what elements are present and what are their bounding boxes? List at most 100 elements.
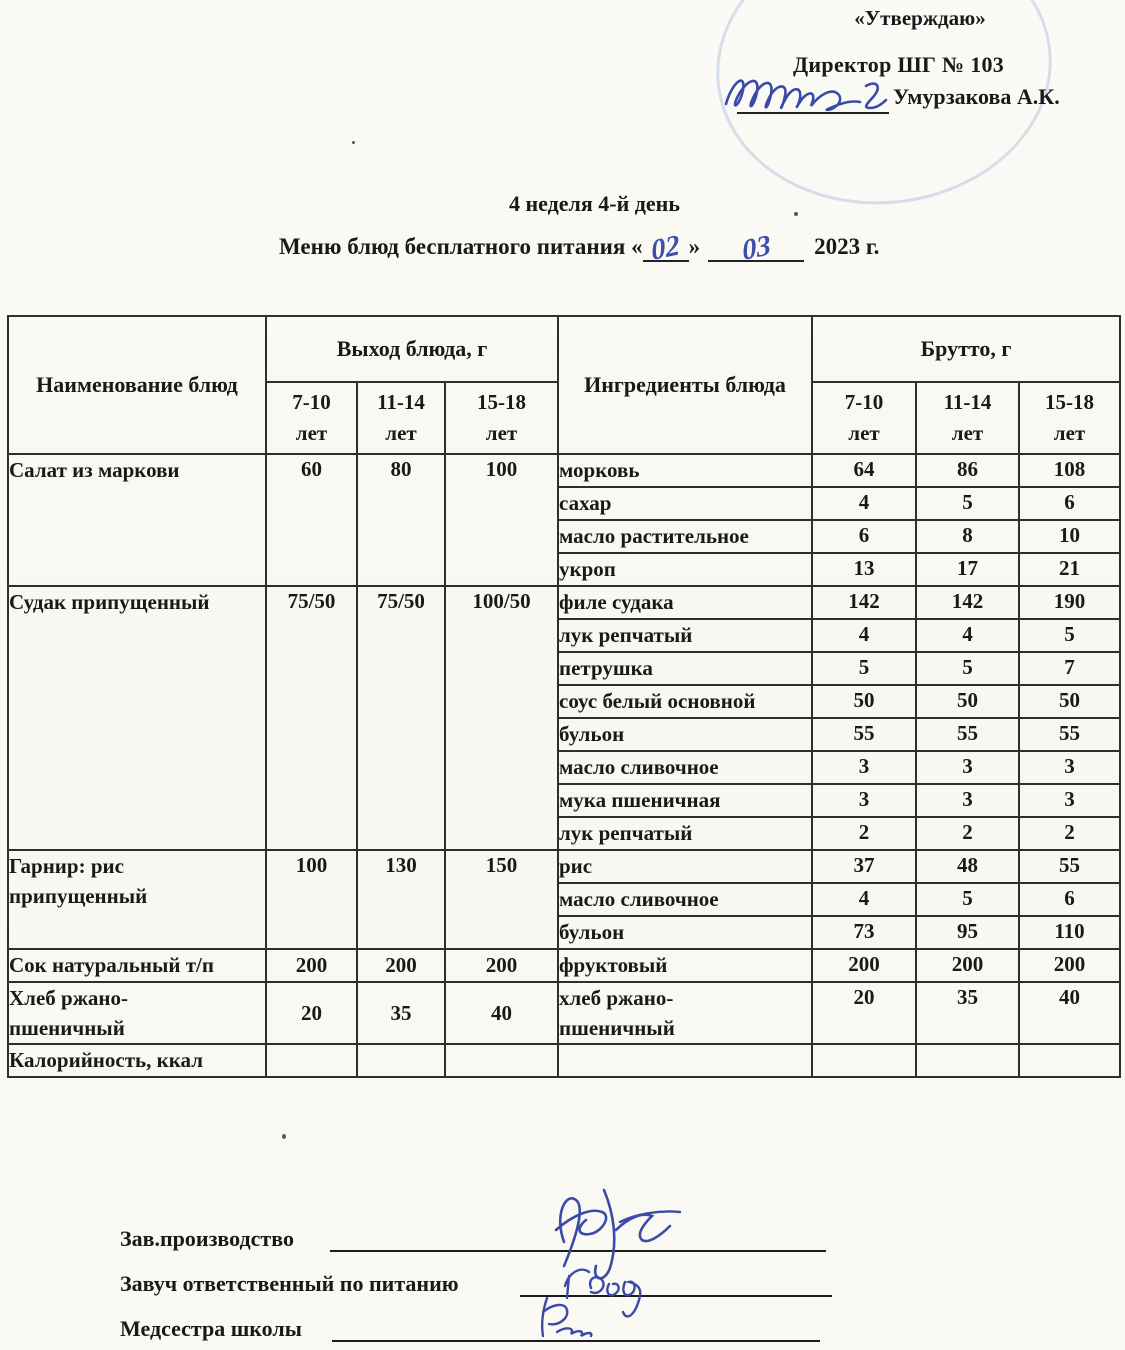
gross-value-cell: 55 <box>1018 717 1121 752</box>
ingredient-name-cell: лук репчатый <box>557 816 813 851</box>
gross-value-cell: 6 <box>1018 882 1121 917</box>
output-value-cell <box>265 1043 358 1078</box>
school-nurse-signature <box>541 1296 593 1338</box>
output-value-cell: 20 <box>265 981 358 1045</box>
ingredient-name-cell: бульон <box>557 717 813 752</box>
gross-value-cell: 55 <box>811 717 917 752</box>
gross-value-cell: 4 <box>811 618 917 653</box>
dish-name-cell: Судак припущенный <box>7 585 267 851</box>
ingredient-name-cell: укроп <box>557 552 813 587</box>
school-nurse-signature-line <box>332 1340 820 1342</box>
director-signature-line <box>737 112 889 114</box>
ingredient-name-cell <box>557 1043 813 1078</box>
table-header-row: Наименование блюд Выход блюда, г Ингреди… <box>7 315 1121 455</box>
deputy-head-signature-line <box>520 1295 832 1297</box>
table-row: лук репчатый 2 2 2 <box>8 816 1121 851</box>
handwritten-day: 02 <box>649 228 682 268</box>
gross-value-cell: 48 <box>915 849 1020 884</box>
table-row: петрушка 5 5 7 <box>8 651 1121 686</box>
month-blank: 03 <box>708 228 805 268</box>
handwritten-month: 03 <box>740 228 772 268</box>
header-age-11-14: 11-14 лет <box>356 381 446 455</box>
director-title: Директор ШГ № 103 <box>793 52 1005 77</box>
header-output-group: Выход блюда, г <box>265 315 559 383</box>
output-value-cell <box>356 1043 446 1078</box>
dish-name-cell: Гарнир: рис припущенный <box>7 849 267 950</box>
gross-value-cell: 6 <box>1018 486 1121 521</box>
table-row: масло растительное 6 8 10 <box>8 519 1121 554</box>
output-value-cell: 200 <box>356 948 446 983</box>
table-row: масло сливочное 3 3 3 <box>8 750 1121 785</box>
gross-value-cell: 5 <box>1018 618 1121 653</box>
gross-value-cell: 40 <box>1018 981 1121 1045</box>
ingredient-name-cell: петрушка <box>557 651 813 686</box>
output-value-cell: 200 <box>265 948 358 983</box>
output-value-cell: 80 <box>356 453 446 587</box>
head-of-production-signature <box>554 1188 682 1280</box>
output-value-cell: 60 <box>265 453 358 587</box>
head-of-production-label: Зав.производство <box>120 1226 294 1251</box>
table-subheader-row: 7-10 лет 11-14 лет 15-18 лет 7-10 лет 11-14 л… <box>8 381 1121 455</box>
table-row: лук репчатый 4 4 5 <box>8 618 1121 653</box>
ingredient-name-cell: масло растительное <box>557 519 813 554</box>
output-value-cell: 75/50 <box>356 585 446 851</box>
gross-value-cell: 6 <box>811 519 917 554</box>
table-row: Гарнир: рис припущенный 100 130 150 рис 37 48 5… <box>7 849 1121 950</box>
gross-value-cell: 200 <box>811 948 917 983</box>
gross-value-cell: 20 <box>811 981 917 1045</box>
gross-value-cell: 3 <box>1018 750 1121 785</box>
dish-name-cell: Хлеб ржано- пшеничный <box>7 981 267 1045</box>
output-value-cell: 40 <box>444 981 559 1045</box>
header-age-15-18: 15-18 лет <box>1018 381 1121 455</box>
gross-value-cell: 50 <box>915 684 1020 719</box>
gross-value-cell <box>1018 1043 1121 1078</box>
gross-value-cell: 2 <box>1018 816 1121 851</box>
ingredient-name-cell: морковь <box>557 453 813 488</box>
ink-speck <box>282 1134 286 1139</box>
gross-value-cell: 64 <box>811 453 917 488</box>
gross-value-cell: 200 <box>1018 948 1121 983</box>
table-row: бульон 55 55 55 <box>8 717 1121 752</box>
gross-value-cell: 3 <box>915 750 1020 785</box>
director-name: Умурзакова А.К. <box>893 84 1060 109</box>
head-of-production-signature-line <box>330 1250 826 1252</box>
gross-value-cell: 4 <box>811 882 917 917</box>
gross-value-cell <box>811 1043 917 1078</box>
approve-label: «Утверждаю» <box>854 6 986 30</box>
gross-value-cell: 4 <box>811 486 917 521</box>
gross-value-cell: 7 <box>1018 651 1121 686</box>
gross-value-cell: 200 <box>915 948 1020 983</box>
gross-value-cell: 5 <box>915 882 1020 917</box>
week-day-title: 4 неделя 4-й день <box>509 191 680 216</box>
output-value-cell: 100 <box>444 453 559 587</box>
gross-value-cell: 95 <box>915 915 1020 950</box>
ingredient-name-cell: бульон <box>557 915 813 950</box>
gross-value-cell: 10 <box>1018 519 1121 554</box>
output-value-cell: 150 <box>444 849 559 950</box>
gross-value-cell: 3 <box>1018 783 1121 818</box>
output-value-cell: 130 <box>356 849 446 950</box>
gross-value-cell: 8 <box>915 519 1020 554</box>
gross-value-cell: 21 <box>1018 552 1121 587</box>
header-age-11-14: 11-14 лет <box>915 381 1020 455</box>
gross-value-cell: 4 <box>915 618 1020 653</box>
table-row: соус белый основной 50 50 50 <box>8 684 1121 719</box>
header-dish-name: Наименование блюд <box>7 315 267 455</box>
output-value-cell: 100 <box>265 849 358 950</box>
gross-value-cell: 2 <box>811 816 917 851</box>
menu-title-line: Меню блюд бесплатного питания «02» 03 2023… <box>279 228 880 268</box>
ingredient-name-cell: лук репчатый <box>557 618 813 653</box>
ingredient-name-cell: сахар <box>557 486 813 521</box>
table-row: Судак припущенный 75/50 75/50 100/50 филе су… <box>7 585 1121 851</box>
deputy-head-signature <box>563 1268 642 1318</box>
gross-value-cell: 3 <box>811 783 917 818</box>
menu-title-year: 2023 г. <box>814 234 880 259</box>
gross-value-cell: 3 <box>811 750 917 785</box>
gross-value-cell: 13 <box>811 552 917 587</box>
director-signature <box>724 79 888 112</box>
table-row: Калорийность, ккал <box>7 1043 1121 1078</box>
dish-name-cell: Сок натуральный т/п <box>7 948 267 983</box>
gross-value-cell: 2 <box>915 816 1020 851</box>
gross-value-cell: 5 <box>811 651 917 686</box>
